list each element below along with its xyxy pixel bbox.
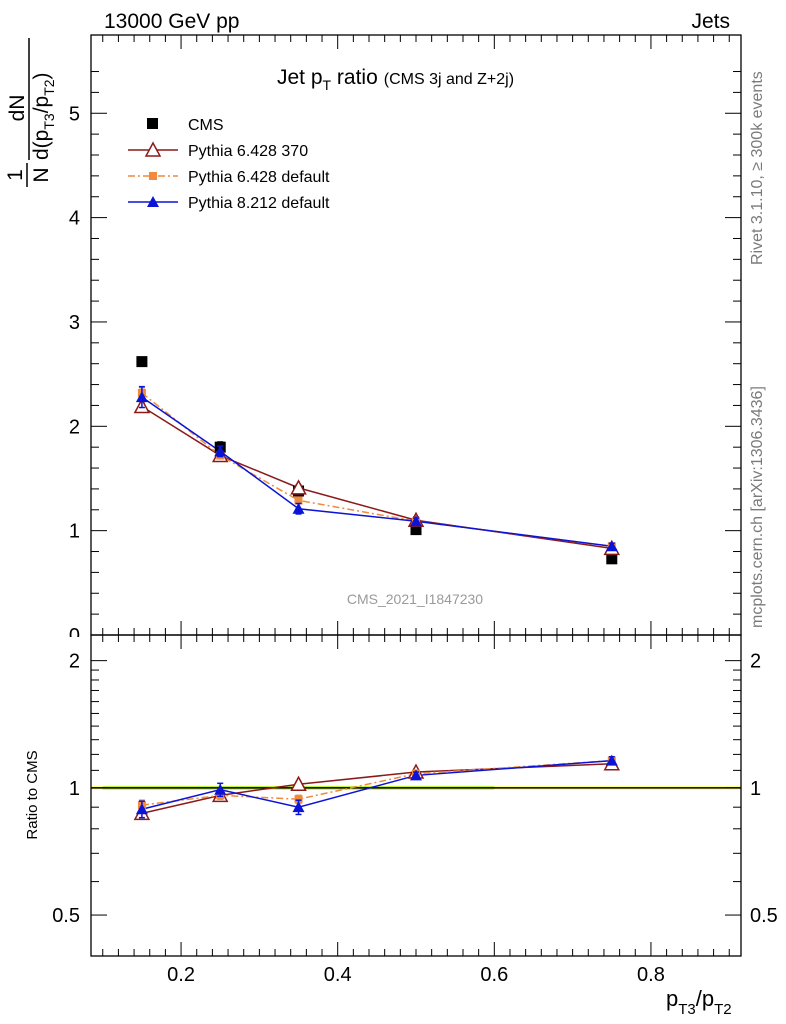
x-tick-label: 0.4 xyxy=(324,964,352,986)
svg-text:1: 1 xyxy=(4,169,27,181)
ratio-point-py8-default xyxy=(605,754,618,766)
zero-label-mask xyxy=(60,637,88,651)
main-point-py6-370 xyxy=(290,479,307,495)
legend: CMS Pythia 6.428 370 Pythia 6.428 defaul… xyxy=(128,117,330,212)
ratio-y-tick-label-right: 1 xyxy=(750,778,761,800)
main-point-cms xyxy=(410,524,422,536)
main-point-cms xyxy=(136,356,148,368)
process-label: Jets xyxy=(691,10,730,33)
legend-py6-370-label: Pythia 6.428 370 xyxy=(188,143,308,160)
ratio-panel: 0.2 0.4 0.6 0.8 0.5 0.5 1 1 2 2 xyxy=(52,35,778,986)
legend-py8-default-marker xyxy=(147,196,159,207)
ratio-point-py8-default xyxy=(410,769,422,781)
plot-title: Jet pT ratio (CMS 3j and Z+2j) xyxy=(277,66,514,93)
ratio-y-tick-label-right: 0.5 xyxy=(750,905,778,927)
x-tick-label: 0.8 xyxy=(637,964,665,986)
main-point-py6-default xyxy=(294,496,303,505)
main-point-cms xyxy=(606,553,618,565)
legend-py6-default-marker xyxy=(149,172,157,180)
ratio-point-py8-default xyxy=(135,803,148,815)
energy-label: 13000 GeV pp xyxy=(104,10,239,33)
svg-text:N: N xyxy=(30,167,53,182)
rivet-label: Rivet 3.1.10, ≥ 300k events xyxy=(749,71,766,265)
main-y-tick-label: 1 xyxy=(69,521,80,543)
ratio-y-tick-label: 1 xyxy=(69,778,80,800)
legend-py6-default-label: Pythia 6.428 default xyxy=(188,169,330,186)
main-point-py8-default xyxy=(214,445,227,457)
legend-cms-marker xyxy=(147,118,158,129)
main-point-py8-default xyxy=(605,540,618,552)
main-point-py8-default xyxy=(135,391,148,403)
analysis-watermark: CMS_2021_I1847230 xyxy=(347,591,483,607)
main-y-tick-label: 5 xyxy=(69,103,80,125)
main-point-py8-default xyxy=(292,502,305,514)
x-tick-label: 0.2 xyxy=(167,964,195,986)
main-y-tick-label: 4 xyxy=(69,208,80,230)
main-y-tick-label: 0 xyxy=(69,625,80,647)
x-axis-label: pT3/pT2 xyxy=(666,986,732,1018)
ratio-point-py6-default xyxy=(294,795,303,804)
ratio-y-tick-label-right: 2 xyxy=(750,651,761,673)
main-y-axis-label: 1 N dN d(pT3/pT2) xyxy=(4,38,57,187)
x-tick-label: 0.6 xyxy=(480,964,508,986)
ratio-point-py8-default xyxy=(214,783,227,795)
ratio-y-axis-label: Ratio to CMS xyxy=(24,750,41,839)
main-y-tick-label: 3 xyxy=(69,312,80,334)
svg-text:d(pT3/pT2): d(pT3/pT2) xyxy=(30,72,57,160)
ratio-y-tick-label: 2 xyxy=(69,651,80,673)
ratio-point-py6-370 xyxy=(290,775,307,791)
main-point-py8-default xyxy=(410,515,422,527)
main-y-tick-label: 2 xyxy=(69,416,80,438)
svg-text:dN: dN xyxy=(6,95,29,122)
ratio-y-tick-label: 0.5 xyxy=(52,905,80,927)
legend-py6-370-marker xyxy=(144,141,162,157)
mcplots-label: mcplots.cern.ch [arXiv:1306.3436] xyxy=(749,386,766,628)
ratio-point-py8-default xyxy=(292,801,305,813)
legend-cms-label: CMS xyxy=(188,117,224,134)
legend-py8-default-label: Pythia 8.212 default xyxy=(188,195,330,212)
